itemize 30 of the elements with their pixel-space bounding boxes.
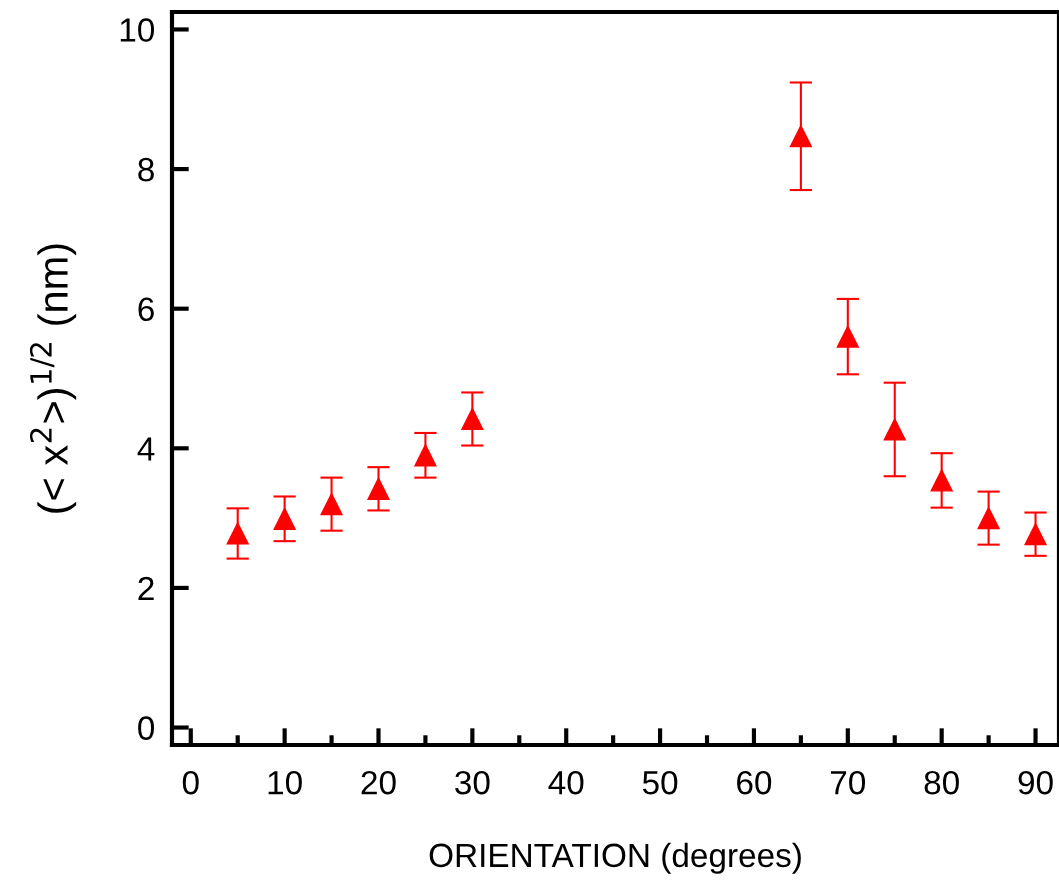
point (367, 477, 390, 500)
y-tick-label: 4 (137, 437, 155, 461)
x-tick-label: 0 (182, 770, 199, 795)
point (320, 493, 343, 516)
x-tick-label: 30 (455, 770, 490, 795)
point (226, 522, 249, 545)
point (977, 507, 1000, 530)
y-tick-label: 0 (138, 716, 155, 740)
y-axis-title: (< x$^{2}$>)$^{1/2}$ (nm) (29, 244, 77, 513)
x-axis-title: ORIENTATION (degrees) (429, 842, 801, 874)
point (461, 407, 484, 431)
point (836, 325, 859, 348)
y-tick-label: 8 (138, 157, 154, 182)
x-tick-label: 70 (830, 770, 866, 795)
y-tick-label: 10 (120, 18, 155, 42)
y-tick-label: 2 (138, 576, 154, 601)
point (930, 469, 953, 492)
x-tick-label: 40 (548, 770, 584, 795)
point (273, 507, 296, 530)
x-tick-label: 60 (737, 770, 772, 795)
point (883, 418, 906, 441)
y-tick-label: 6 (138, 297, 154, 322)
point (1024, 523, 1047, 546)
x-tick-label: 20 (361, 770, 396, 795)
x-tick-label: 90 (1018, 770, 1053, 795)
x-tick-label: 80 (924, 770, 959, 795)
point (414, 444, 437, 467)
point (789, 125, 812, 148)
x-tick-label: 50 (642, 770, 678, 795)
x-tick-label: 10 (268, 770, 302, 795)
